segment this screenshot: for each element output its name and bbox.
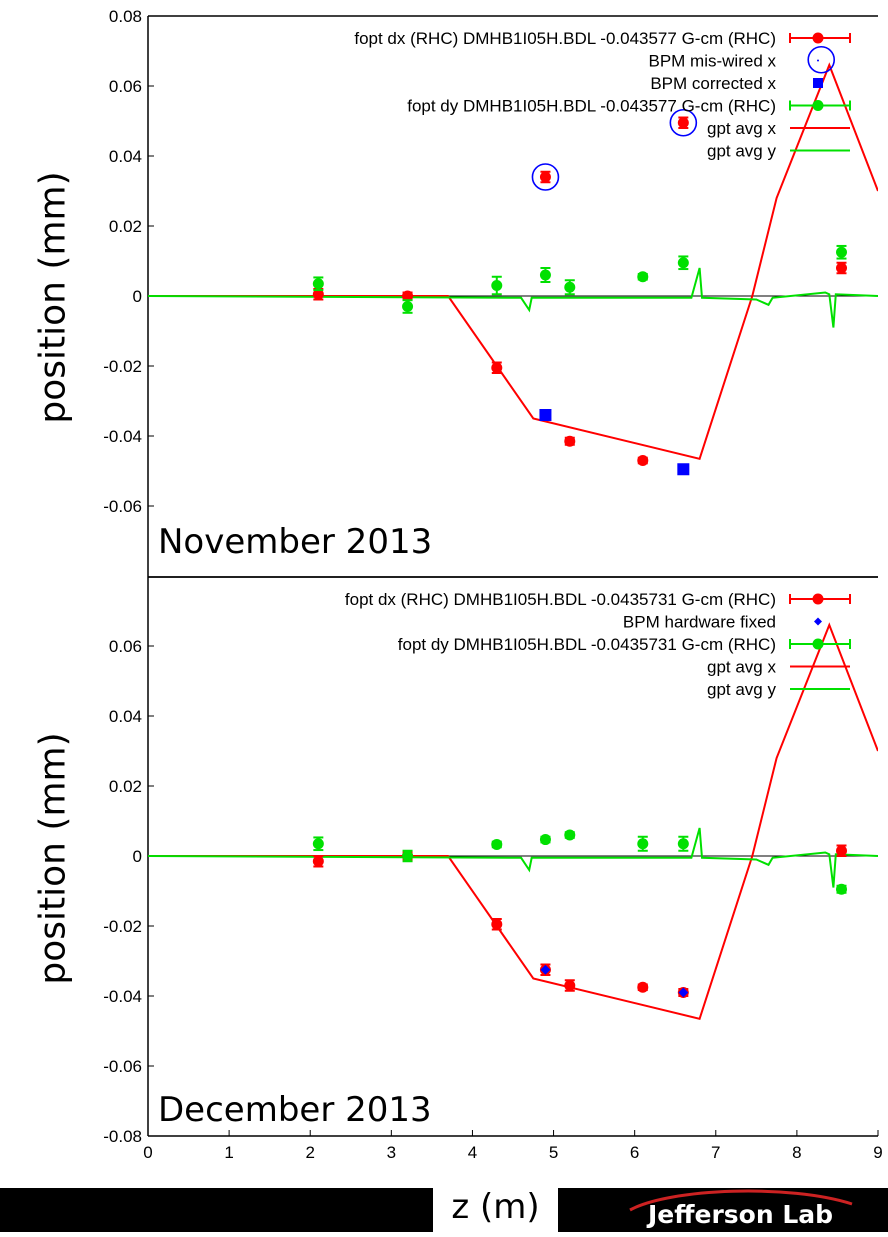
panel-2-legend-label: fopt dx (RHC) DMHB1I05H.BDL -0.0435731 G… [345,590,776,609]
panel-2-data-point [491,838,503,850]
x-tick-label: 0 [143,1143,152,1162]
panel-1-legend-label: fopt dx (RHC) DMHB1I05H.BDL -0.043577 G-… [354,29,776,48]
x-tick-label: 6 [630,1143,639,1162]
panel-2-data-point [539,834,551,846]
panel-1-legend-label: gpt avg x [707,119,776,138]
panel-2-data-point [564,980,576,991]
panel-2-legend-label: BPM hardware fixed [623,613,776,632]
x-tick-label: 3 [387,1143,396,1162]
x-tick-label: 4 [468,1143,477,1162]
panel-2-data-point [677,838,689,850]
panel-2-data-point [836,845,847,857]
logo-text: Jefferson Lab [648,1200,834,1229]
panel-1-corrected-square [677,463,690,476]
panel-2-data-point [637,981,649,993]
logo-swoosh-icon [629,1189,853,1212]
panel-1-legend-dot [817,59,819,62]
panel-1-data-point [312,288,324,300]
panel-1-legend-label: fopt dy DMHB1I05H.BDL -0.043577 G-cm (RH… [407,97,776,116]
x-axis-label: z (m) [433,1183,558,1232]
panel-1-date-label: November 2013 [158,522,433,562]
panel-2-legend-label: gpt avg y [707,680,776,699]
panel-1-legend-point [812,100,824,111]
panel-1-data-point [564,435,576,447]
panel-1-data-point [677,117,689,129]
panel-2-plot-area [148,622,878,1020]
panel-1-data-point [836,262,847,274]
panel-1-data-point [836,246,847,258]
panel-1-data-point [539,269,551,281]
panel-1-legend-label: BPM corrected x [650,74,776,93]
panel-1-data-point [402,290,414,302]
panel-2-y-tick-label: 0.02 [109,777,142,796]
panel-2-legend-point [812,593,824,605]
panel-2-legend-diamond [814,617,822,626]
panel-1-y-axis-label: position (mm) [32,171,74,424]
panel-2-y-tick-label: -0.02 [103,917,142,936]
panel-1-data-point [677,257,689,269]
panel-2-data-point [312,838,324,850]
jefferson-lab-logo: Jefferson Lab [590,1188,888,1232]
panel-1-legend-point [812,32,824,44]
panel-2-y-tick-label: -0.04 [103,987,142,1006]
panel-2-data-point [564,829,576,841]
panel-2-fixed-diamond [540,964,551,975]
panel-2-legend-label: gpt avg x [707,658,776,677]
panel-1-data-point [637,271,649,283]
panel-1-legend-label: gpt avg y [707,142,776,161]
panel-1-data-point [491,280,503,291]
panel-2-legend-label: fopt dy DMHB1I05H.BDL -0.0435731 G-cm (R… [398,635,776,654]
panel-1-y-tick-label: 0.04 [109,147,142,166]
panel-1-data-point [491,362,503,374]
panel-1-y-tick-label: 0.06 [109,77,142,96]
panel-1-data-point [402,301,414,312]
panel-1-y-tick-label: -0.04 [103,427,142,446]
panel-1-miswired-circle [531,163,560,191]
panel-2-y-tick-label: -0.06 [103,1057,142,1076]
x-tick-label: 9 [873,1143,882,1162]
panel-2-fixed-diamond [678,987,689,998]
panel-1-data-point [564,281,576,293]
panel-1-y-tick-label: 0 [133,287,142,306]
panel-2-legend-point [812,638,824,650]
panel-2-date-label: December 2013 [158,1090,432,1130]
panel-2-data-point [836,883,847,895]
panel-2-y-tick-label: 0.04 [109,707,142,726]
panel-1-y-tick-label: 0.02 [109,217,142,236]
panel-1-data-point [539,171,551,183]
panel-2-data-point [312,855,324,867]
panel-2-data-point [637,838,649,850]
panel-2-series-line [148,827,878,888]
x-tick-label: 2 [305,1143,314,1162]
panel-1-y-tick-label: -0.06 [103,497,142,516]
panel-2-y-tick-label: 0.06 [109,637,142,656]
panel-1-y-tick-label: 0.08 [109,7,142,26]
panel-1-miswired-circle [669,108,698,137]
panel-2-y-tick-label: 0 [133,847,142,866]
panel-2-y-tick-label: -0.08 [103,1127,142,1146]
panel-1-miswired-circle [807,45,836,74]
panel-1-series-line [148,267,878,328]
panel-1-legend-label: BPM mis-wired x [648,52,776,71]
panel-2-y-axis-label: position (mm) [32,732,74,985]
x-tick-label: 7 [711,1143,720,1162]
x-tick-label: 5 [549,1143,558,1162]
panel-2-data-point [491,918,503,930]
panel-2-data-point [402,850,414,862]
panel-1-data-point [637,455,649,466]
x-tick-label: 8 [792,1143,801,1162]
panel-1-corrected-square [539,409,552,421]
panel-1-y-tick-label: -0.02 [103,357,142,376]
panel-1-legend-square [813,78,823,88]
panel-1-data-point [312,278,324,290]
x-tick-label: 1 [224,1143,233,1162]
